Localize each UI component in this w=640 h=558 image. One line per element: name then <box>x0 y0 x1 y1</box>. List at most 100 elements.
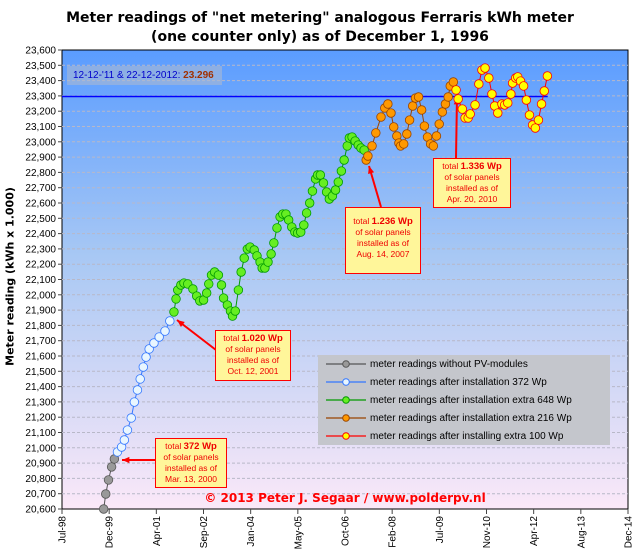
y-tick-label: 21,500 <box>25 367 56 378</box>
data-point <box>165 316 175 326</box>
y-tick-label: 22,600 <box>25 199 56 210</box>
copyright-text: © 2013 Peter J. Segaar / www.polderpv.nl <box>204 491 486 505</box>
data-point <box>269 238 279 248</box>
y-tick-label: 20,900 <box>25 459 56 470</box>
legend-item: meter readings after installation extra … <box>318 409 610 427</box>
legend-item: meter readings after installation 372 Wp <box>318 373 610 391</box>
ann-power: 372 Wp <box>183 441 217 452</box>
series-4 <box>451 63 553 133</box>
x-tick-label: Nov-10 <box>482 516 493 549</box>
legend: meter readings without PV-modules meter r… <box>318 355 610 445</box>
x-tick-label: Oct-06 <box>341 516 352 546</box>
y-tick-label: 21,300 <box>25 397 56 408</box>
y-tick-label: 20,600 <box>25 505 56 516</box>
series-group <box>98 63 553 514</box>
data-point <box>272 223 282 233</box>
y-tick-label: 22,900 <box>25 153 56 164</box>
data-point <box>506 89 516 99</box>
y-tick-label: 23,400 <box>25 76 56 87</box>
legend-item: meter readings after installation extra … <box>318 391 610 409</box>
data-point <box>216 280 227 290</box>
data-point <box>141 352 151 362</box>
data-point <box>480 63 490 73</box>
ann-power: 1.236 Wp <box>371 216 413 227</box>
ann-line2: of solar panels <box>355 227 411 237</box>
data-point <box>434 119 444 129</box>
data-point <box>542 71 553 81</box>
legend-item: meter readings after installing extra 10… <box>318 427 610 445</box>
data-point <box>103 475 114 485</box>
y-tick-label: 23,600 <box>25 46 56 57</box>
data-point <box>451 85 461 95</box>
ann-date: Oct. 12, 2001 <box>227 366 279 376</box>
data-point <box>474 79 484 89</box>
data-point <box>106 462 117 472</box>
y-tick-label: 20,700 <box>25 489 56 500</box>
data-point <box>419 121 430 131</box>
data-point <box>304 198 315 208</box>
y-tick-label: 22,800 <box>25 168 56 179</box>
data-point <box>213 270 224 280</box>
y-tick-label: 23,100 <box>25 122 56 133</box>
x-tick-label: Dec-14 <box>624 516 635 549</box>
ann-line2: of solar panels <box>225 344 281 354</box>
annotation-1020wp: total 1.020 Wp of solar panels installed… <box>215 330 291 381</box>
ann-pre: total <box>165 441 184 451</box>
data-point <box>376 112 386 122</box>
data-point <box>413 92 424 102</box>
data-point <box>336 166 347 176</box>
reference-line-text: 12-12-'11 & 22-12-2012: <box>73 70 181 81</box>
data-point <box>171 294 181 304</box>
data-point <box>518 81 529 91</box>
data-point <box>299 220 309 230</box>
y-tick-label: 21,100 <box>25 428 56 439</box>
data-point <box>453 94 463 104</box>
ann-line2: of solar panels <box>444 172 500 182</box>
reference-line-label: 12-12-'11 & 22-12-2012: 23.296 <box>67 66 222 85</box>
data-point <box>386 108 396 118</box>
ann-line3: installed as of <box>227 355 279 365</box>
x-tick-label: Sep-02 <box>199 516 210 549</box>
data-point <box>367 141 377 151</box>
data-point <box>132 385 143 395</box>
ann-line3: installed as of <box>165 463 217 473</box>
data-point <box>333 177 343 187</box>
y-tick-label: 22,300 <box>25 244 56 255</box>
data-point <box>236 267 246 277</box>
legend-label: meter readings after installation extra … <box>370 412 572 424</box>
arrow-head <box>368 166 375 174</box>
ann-date: Mar. 13, 2000 <box>165 474 217 484</box>
ann-line2: of solar panels <box>163 452 219 462</box>
data-point <box>470 100 480 110</box>
y-tick-label: 21,600 <box>25 352 56 363</box>
data-point <box>521 95 532 105</box>
data-point <box>530 123 541 133</box>
ann-line3: installed as of <box>357 238 409 248</box>
data-point <box>160 326 170 336</box>
title-line-1: Meter readings of "net metering" analogo… <box>66 10 574 26</box>
data-point <box>484 73 494 83</box>
legend-marker-icon <box>326 360 366 368</box>
data-point <box>437 107 448 117</box>
x-tick-label: Feb-08 <box>388 516 399 548</box>
data-point <box>448 77 459 87</box>
ann-date: Aug. 14, 2007 <box>356 249 410 259</box>
data-point <box>307 186 318 196</box>
data-point <box>383 99 393 109</box>
data-point <box>399 139 409 149</box>
data-point <box>416 105 427 115</box>
y-tick-label: 22,200 <box>25 260 56 271</box>
data-point <box>266 249 276 259</box>
legend-label: meter readings after installation 372 Wp <box>370 376 547 388</box>
y-tick-label: 22,700 <box>25 183 56 194</box>
annotation-372wp: total 372 Wp of solar panels installed a… <box>155 438 227 488</box>
y-tick-label: 22,400 <box>25 229 56 240</box>
x-tick-label: Dec-99 <box>105 516 116 549</box>
data-point <box>465 109 475 119</box>
data-point <box>201 288 212 298</box>
x-tick-label: Jul-98 <box>58 516 69 544</box>
y-tick-label: 23,300 <box>25 91 56 102</box>
chart-title: Meter readings of "net metering" analogo… <box>0 9 640 47</box>
reference-line-value: 23.296 <box>183 70 214 81</box>
data-point <box>539 86 549 96</box>
